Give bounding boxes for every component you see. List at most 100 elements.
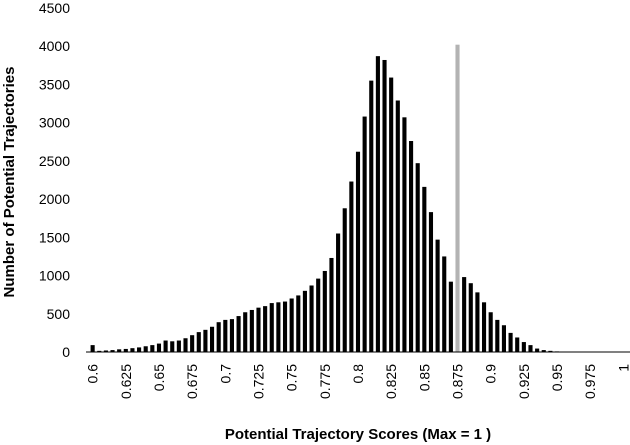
histogram-bar bbox=[190, 335, 195, 352]
histogram-bar bbox=[422, 186, 427, 352]
y-tick-label: 1500 bbox=[39, 229, 70, 245]
histogram-bar bbox=[535, 348, 540, 352]
y-tick-labels: 0 500 1000 1500 2000 2500 3000 3500 4000 4500 bbox=[39, 0, 70, 360]
histogram-bar bbox=[309, 285, 314, 352]
histogram-bar bbox=[409, 141, 414, 352]
histogram-bar bbox=[183, 338, 188, 352]
histogram-bar bbox=[296, 295, 301, 352]
histogram-bar bbox=[528, 345, 533, 352]
x-tick-label: 0.875 bbox=[450, 364, 466, 399]
y-tick-label: 4500 bbox=[39, 0, 70, 16]
histogram-bar bbox=[243, 312, 248, 352]
histogram-bar bbox=[541, 350, 546, 352]
y-tick-label: 1000 bbox=[39, 268, 70, 284]
histogram-bar bbox=[289, 298, 294, 352]
histogram-bar bbox=[402, 117, 407, 352]
y-tick-label: 3000 bbox=[39, 115, 70, 131]
histogram-bar bbox=[349, 181, 354, 352]
histogram-bar bbox=[501, 325, 506, 352]
x-tick-label: 0.95 bbox=[549, 364, 565, 391]
x-tick-label: 0.725 bbox=[250, 364, 266, 399]
x-tick-label: 0.825 bbox=[383, 364, 399, 399]
histogram-bar bbox=[316, 278, 321, 352]
x-tick-label: 0.6 bbox=[85, 364, 101, 384]
histogram-bar bbox=[130, 348, 135, 352]
x-tick-label: 0.775 bbox=[317, 364, 333, 399]
histogram-bar bbox=[110, 350, 115, 352]
histogram-bar bbox=[475, 292, 480, 352]
x-tick-label: 0.625 bbox=[118, 364, 134, 399]
histogram-bar bbox=[117, 349, 122, 352]
y-tick-label: 500 bbox=[47, 306, 71, 322]
histogram-bar bbox=[389, 77, 394, 352]
histogram-bar bbox=[269, 303, 274, 352]
y-axis-title: Number of Potential Trajectories bbox=[1, 67, 18, 298]
x-tick-label: 0.975 bbox=[582, 364, 598, 399]
histogram-bar bbox=[322, 270, 327, 352]
histogram-bar bbox=[216, 322, 221, 352]
x-tick-label: 0.675 bbox=[184, 364, 200, 399]
histogram-bar bbox=[302, 290, 307, 352]
histogram-bar bbox=[382, 59, 387, 352]
histogram-bar bbox=[329, 257, 334, 352]
histogram-bar bbox=[176, 340, 181, 352]
histogram-bar bbox=[236, 316, 241, 352]
y-tick-label: 4000 bbox=[39, 38, 70, 54]
histogram-bar bbox=[103, 350, 108, 352]
histogram-bar bbox=[170, 341, 175, 352]
histogram-bar bbox=[256, 307, 261, 352]
histogram-bar bbox=[203, 329, 208, 352]
histogram-bar bbox=[435, 239, 440, 352]
y-tick-label: 3500 bbox=[39, 76, 70, 92]
x-tick-label: 0.9 bbox=[483, 364, 499, 384]
histogram-bar bbox=[336, 233, 341, 352]
histogram-bar bbox=[375, 56, 380, 352]
x-tick-label: 0.75 bbox=[284, 364, 300, 391]
x-tick-labels: 0.6 0.625 0.65 0.675 0.7 0.725 0.75 0.775 0.8 0.8… bbox=[85, 364, 630, 399]
histogram-bar bbox=[249, 309, 254, 352]
histogram-bar bbox=[156, 343, 162, 352]
x-axis-title: Potential Trajectory Scores (Max = 1 ) bbox=[225, 426, 491, 443]
histogram-bar bbox=[342, 208, 347, 352]
histogram-bar bbox=[223, 319, 228, 352]
histogram-bar bbox=[362, 116, 367, 352]
x-tick-label: 1 bbox=[615, 364, 630, 372]
histogram-bar bbox=[355, 151, 361, 352]
histogram-bar bbox=[495, 319, 500, 352]
histogram-bar bbox=[90, 345, 95, 352]
histogram-bar bbox=[369, 80, 374, 353]
highlight-bar bbox=[455, 44, 460, 352]
histogram-bar bbox=[468, 283, 473, 352]
histogram-bar bbox=[97, 350, 102, 352]
histogram-bar bbox=[521, 342, 526, 352]
histogram-bar bbox=[462, 277, 467, 352]
histogram-bar bbox=[442, 256, 447, 352]
histogram-bar bbox=[508, 332, 513, 352]
histogram-bar bbox=[209, 326, 215, 352]
histogram-bar bbox=[548, 350, 553, 352]
x-tick-label: 0.85 bbox=[416, 364, 432, 391]
y-tick-label: 2000 bbox=[39, 191, 70, 207]
x-tick-label: 0.7 bbox=[217, 364, 233, 384]
y-tick-label: 2500 bbox=[39, 153, 70, 169]
histogram-bar bbox=[143, 346, 148, 352]
y-tick-label: 0 bbox=[62, 344, 70, 360]
histogram-bar bbox=[282, 301, 288, 352]
x-tick-label: 0.65 bbox=[151, 364, 167, 391]
histogram-bar bbox=[515, 337, 520, 352]
histogram-bar bbox=[428, 212, 434, 352]
bars-group bbox=[90, 44, 626, 353]
histogram-bar bbox=[123, 348, 128, 352]
histogram-bar bbox=[196, 332, 201, 352]
histogram-bar bbox=[395, 100, 400, 352]
x-tick-label: 0.925 bbox=[516, 364, 532, 399]
histogram-bar bbox=[415, 163, 420, 352]
histogram-bar bbox=[276, 302, 281, 352]
histogram-bar bbox=[488, 312, 493, 352]
histogram-bar bbox=[229, 319, 234, 352]
histogram-bar bbox=[163, 340, 168, 352]
histogram-bar bbox=[150, 345, 155, 352]
histogram-bar bbox=[448, 281, 453, 352]
x-tick-label: 0.8 bbox=[350, 364, 366, 384]
